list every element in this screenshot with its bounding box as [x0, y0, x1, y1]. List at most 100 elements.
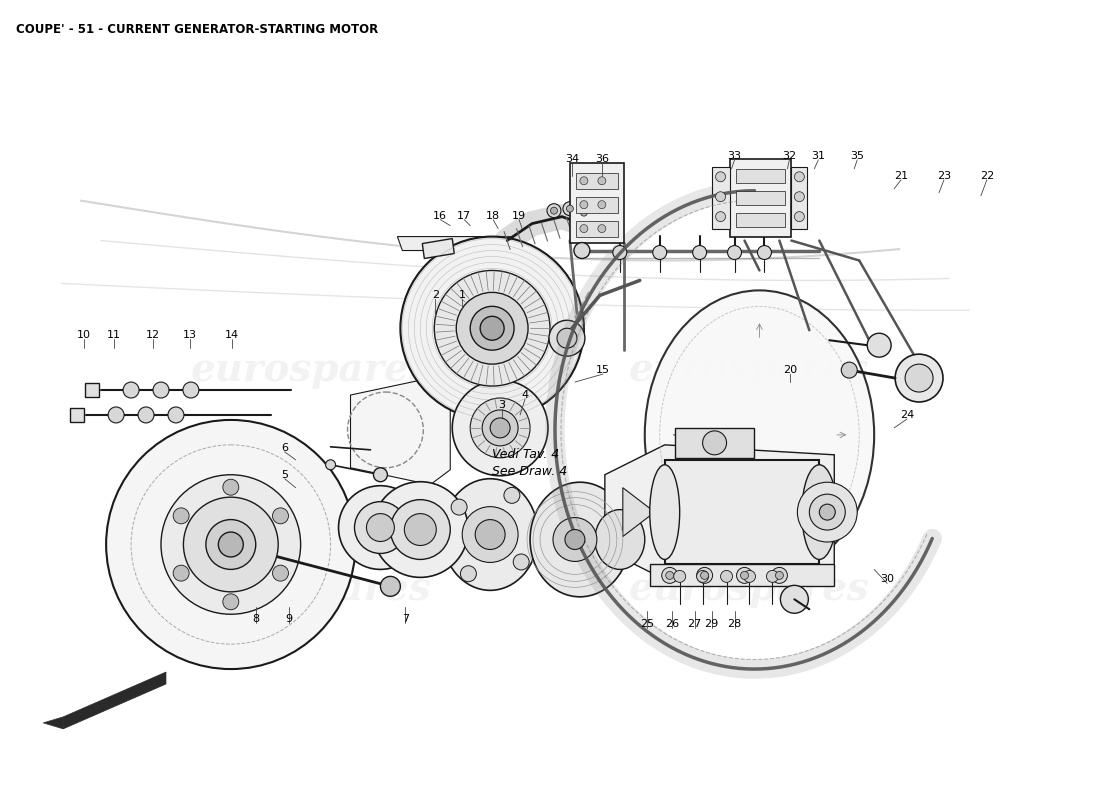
Circle shape	[581, 209, 587, 216]
Text: 24: 24	[900, 410, 914, 420]
Circle shape	[580, 225, 587, 233]
Text: 19: 19	[512, 210, 526, 221]
Text: 26: 26	[664, 619, 679, 630]
Circle shape	[106, 420, 355, 669]
Circle shape	[108, 407, 124, 423]
Text: 28: 28	[727, 619, 741, 630]
Circle shape	[820, 504, 835, 520]
Text: See Draw. 4: See Draw. 4	[492, 466, 568, 478]
Text: 13: 13	[183, 330, 197, 340]
Text: 12: 12	[146, 330, 161, 340]
Circle shape	[373, 468, 387, 482]
Circle shape	[557, 328, 576, 348]
Ellipse shape	[645, 290, 874, 579]
Bar	[791, 167, 807, 229]
Circle shape	[514, 554, 529, 570]
Circle shape	[737, 567, 752, 583]
Circle shape	[168, 407, 184, 423]
Circle shape	[771, 567, 788, 583]
Circle shape	[381, 576, 400, 596]
Circle shape	[153, 382, 169, 398]
Circle shape	[780, 586, 808, 614]
Circle shape	[183, 382, 199, 398]
Circle shape	[598, 201, 606, 209]
Circle shape	[727, 246, 741, 259]
Circle shape	[720, 570, 733, 582]
Circle shape	[461, 566, 476, 582]
Text: eurospares: eurospares	[190, 351, 431, 389]
Polygon shape	[623, 488, 654, 537]
Circle shape	[673, 570, 685, 582]
Ellipse shape	[442, 478, 538, 590]
Bar	[570, 163, 624, 242]
Bar	[736, 213, 785, 226]
Text: 20: 20	[783, 365, 798, 375]
Text: 31: 31	[812, 151, 825, 161]
Circle shape	[462, 506, 518, 562]
Text: 1: 1	[459, 290, 465, 300]
Circle shape	[716, 192, 726, 202]
Text: 11: 11	[107, 330, 121, 340]
Circle shape	[339, 486, 422, 570]
Circle shape	[218, 532, 243, 557]
Text: 23: 23	[937, 170, 952, 181]
Circle shape	[354, 502, 406, 554]
Circle shape	[776, 571, 783, 579]
Text: eurospares: eurospares	[190, 570, 431, 608]
Circle shape	[693, 246, 706, 259]
Bar	[576, 221, 618, 237]
Text: 9: 9	[285, 614, 293, 624]
Polygon shape	[63, 672, 166, 729]
Text: 7: 7	[402, 614, 409, 624]
Circle shape	[470, 398, 530, 458]
Circle shape	[716, 212, 726, 222]
Circle shape	[598, 177, 606, 185]
Text: 5: 5	[282, 470, 288, 480]
Circle shape	[173, 565, 189, 581]
Circle shape	[400, 237, 584, 420]
Circle shape	[794, 212, 804, 222]
Text: 27: 27	[688, 619, 702, 630]
Circle shape	[565, 530, 585, 550]
Circle shape	[703, 431, 727, 455]
Circle shape	[373, 482, 469, 578]
Polygon shape	[43, 717, 63, 729]
Circle shape	[716, 172, 726, 182]
Circle shape	[563, 202, 576, 216]
Bar	[736, 190, 785, 205]
Circle shape	[223, 479, 239, 495]
Circle shape	[550, 207, 558, 214]
Text: 15: 15	[596, 365, 609, 375]
Bar	[729, 159, 791, 237]
Text: eurospares: eurospares	[629, 570, 870, 608]
Text: 30: 30	[880, 574, 894, 584]
Ellipse shape	[802, 465, 837, 559]
Ellipse shape	[530, 482, 630, 597]
Circle shape	[482, 410, 518, 446]
Text: 34: 34	[565, 154, 579, 164]
Circle shape	[547, 204, 561, 218]
Text: 14: 14	[224, 330, 239, 340]
Text: 16: 16	[433, 210, 448, 221]
Circle shape	[810, 494, 845, 530]
Circle shape	[481, 316, 504, 340]
Circle shape	[390, 500, 450, 559]
Circle shape	[652, 246, 667, 259]
Text: 25: 25	[640, 619, 653, 630]
Bar	[712, 167, 729, 229]
Polygon shape	[605, 445, 834, 579]
Circle shape	[701, 571, 708, 579]
Circle shape	[138, 407, 154, 423]
Polygon shape	[422, 238, 454, 258]
Circle shape	[576, 206, 591, 220]
Circle shape	[744, 570, 756, 582]
Polygon shape	[397, 237, 517, 250]
Circle shape	[666, 571, 673, 579]
Bar	[664, 460, 820, 565]
Text: 4: 4	[521, 390, 529, 400]
Circle shape	[434, 270, 550, 386]
Bar	[650, 565, 834, 586]
Circle shape	[696, 570, 708, 582]
Text: 36: 36	[595, 154, 609, 164]
Circle shape	[184, 497, 278, 592]
